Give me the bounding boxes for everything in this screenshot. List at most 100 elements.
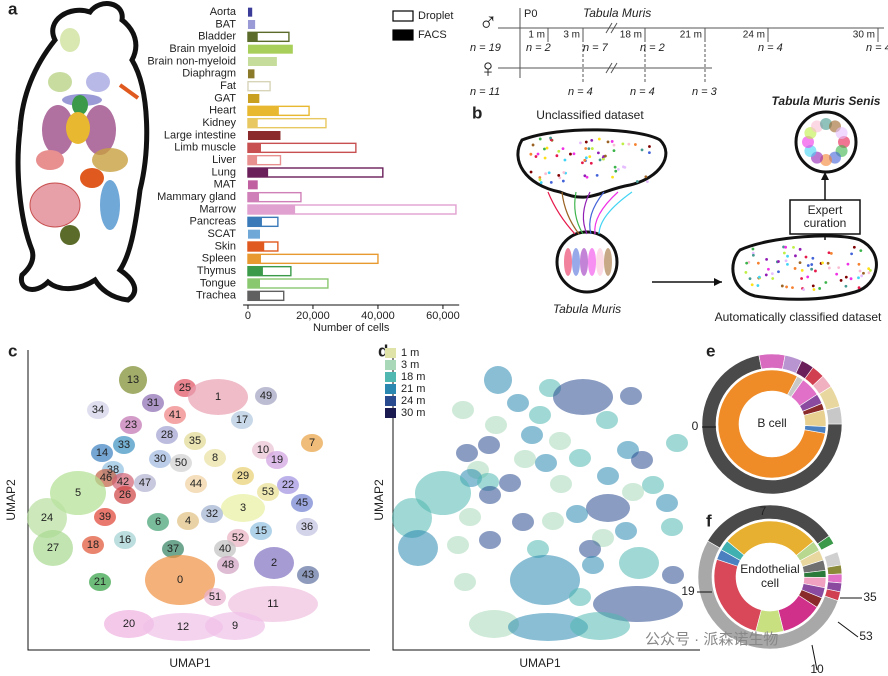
cluster-blob (642, 476, 664, 494)
legend-swatch (385, 408, 396, 418)
bar (247, 167, 384, 178)
cluster-blob (91, 444, 113, 462)
dot (860, 274, 864, 278)
cluster-label: 23 (125, 419, 137, 431)
cluster-label: 51 (209, 591, 221, 603)
flow-arrow (561, 191, 580, 235)
cluster-label: 6 (155, 516, 161, 528)
bar (247, 32, 258, 42)
male-n: n = 2 (640, 42, 665, 54)
dot (612, 149, 616, 153)
cluster-label: 33 (118, 439, 130, 451)
dot (534, 155, 538, 158)
cluster-blob (204, 449, 226, 467)
dot (569, 152, 572, 156)
arrow-head (714, 278, 722, 286)
dot (811, 284, 815, 288)
cluster-blob (586, 494, 630, 522)
cluster-blob (255, 387, 277, 405)
dot (602, 157, 605, 161)
dot (561, 147, 565, 151)
male-n: n = 2 (526, 42, 551, 54)
dot (821, 261, 824, 265)
dot (555, 154, 559, 158)
dot (606, 140, 610, 144)
cluster-blob (512, 513, 534, 531)
bar (247, 118, 258, 128)
dot (810, 263, 814, 266)
dot (529, 170, 533, 174)
cluster-blob (113, 436, 135, 454)
cluster-blob (631, 451, 653, 469)
cluster-blob (620, 387, 642, 405)
dot (794, 254, 797, 258)
cluster-blob (479, 486, 501, 504)
axis-break (605, 22, 618, 74)
legend-label: 1 m (401, 347, 419, 359)
cluster-blob (570, 612, 630, 640)
dot (590, 138, 594, 142)
dot (771, 277, 775, 280)
cluster-blob (553, 379, 613, 415)
cluster-label: 36 (301, 521, 313, 533)
donut-slice (717, 369, 826, 479)
dot (584, 156, 588, 160)
dot (587, 147, 591, 151)
cluster-blob (27, 498, 67, 538)
cluster-label: 8 (212, 452, 218, 464)
cluster-blob (479, 531, 501, 549)
bar (247, 142, 357, 154)
dot (596, 151, 600, 155)
donut-slice (827, 573, 843, 584)
dot (583, 158, 587, 162)
cluster-label: 37 (167, 543, 179, 555)
age-label: 18 m (620, 30, 642, 41)
dot (579, 141, 582, 145)
dot (597, 137, 601, 141)
x-tick-label: 20,000 (296, 310, 330, 322)
y-tick-label: Thymus (197, 265, 237, 277)
cluster-label: 42 (117, 476, 129, 488)
panel-label: d (378, 341, 388, 360)
annotation-leader (811, 644, 818, 671)
dot (610, 140, 614, 143)
dot (826, 261, 830, 265)
cluster-blob (114, 486, 136, 504)
dot (857, 286, 861, 290)
diagram-label: Unclassified dataset (536, 108, 644, 122)
x-tick-label: 60,000 (426, 310, 460, 322)
dot (867, 271, 871, 275)
cluster-label: 18 (87, 539, 99, 551)
cluster-label: 22 (282, 479, 294, 491)
timeline-p0: P0 (524, 8, 537, 20)
y-tick-label: MAT (214, 179, 237, 191)
dot (839, 279, 843, 282)
cluster-blob (50, 471, 106, 515)
cluster-group (604, 248, 612, 276)
dot (844, 284, 848, 288)
x-tick-label: 40,000 (361, 310, 395, 322)
watermark: 公众号 · 派森诺生物 (645, 631, 778, 648)
cluster-blob (550, 475, 572, 493)
male-n: n = 19 (470, 42, 501, 54)
cluster-blob (228, 586, 318, 622)
dot (621, 142, 625, 146)
dot (589, 161, 593, 165)
cluster-label: 4 (185, 515, 191, 527)
cluster-blob (87, 401, 109, 419)
legend-label: 18 m (401, 371, 425, 383)
dot (862, 271, 865, 275)
cluster-label: 43 (302, 569, 314, 581)
dot (751, 247, 755, 251)
bar (247, 254, 261, 264)
bar (247, 291, 260, 301)
bar (247, 229, 260, 239)
cluster-label: 49 (260, 390, 272, 402)
cluster-blob (232, 467, 254, 485)
dot (543, 156, 547, 160)
legend-swatch (385, 396, 396, 406)
axis-label: UMAP2 (372, 479, 386, 521)
male-n: n = 7 (583, 42, 609, 54)
dot (612, 143, 616, 147)
dot (756, 261, 760, 265)
